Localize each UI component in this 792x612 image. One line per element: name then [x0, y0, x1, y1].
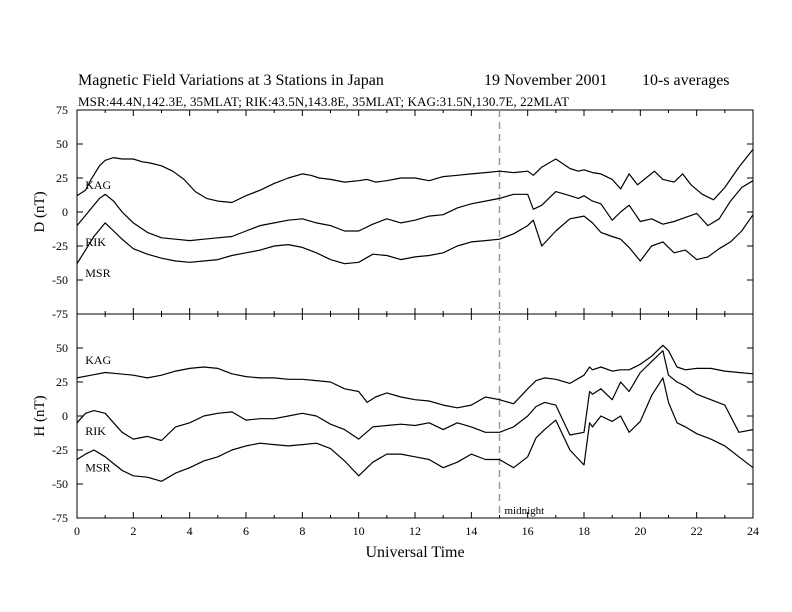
x-tick-label: 24: [747, 524, 759, 538]
series-line-kag-h: [76, 344, 754, 409]
x-tick-label: 6: [243, 524, 249, 538]
y-tick-label: 75: [56, 103, 68, 117]
y-tick-label: 0: [62, 205, 68, 219]
chart-date: 19 November 2001: [484, 72, 608, 89]
x-tick-label: 0: [74, 524, 80, 538]
panel-frame-H: [76, 313, 754, 519]
x-tick-label: 20: [634, 524, 646, 538]
y-tick-label: 25: [56, 171, 68, 185]
y-tick-label: -75: [52, 511, 68, 525]
x-tick-label: 12: [409, 524, 421, 538]
x-tick-label: 22: [691, 524, 703, 538]
x-tick-label: 16: [522, 524, 534, 538]
y-tick-label: 0: [62, 409, 68, 423]
y-tick-label: 50: [56, 137, 68, 151]
y-tick-label: -75: [52, 307, 68, 321]
series-line-rik-h: [76, 350, 754, 442]
x-tick-label: 2: [130, 524, 136, 538]
series-label-rik: RIK: [85, 424, 106, 438]
y-tick-label: -25: [52, 239, 68, 253]
y-tick-label: -25: [52, 443, 68, 457]
station-coordinates: MSR:44.4N,142.3E, 35MLAT; RIK:43.5N,143.…: [78, 94, 570, 109]
series-line-kag-d: [76, 149, 754, 204]
midnight-label: midnight: [505, 505, 545, 517]
y-tick-label: -50: [52, 273, 68, 287]
y-axis-label-D: D (nT): [32, 191, 48, 232]
panel-frame-D: [76, 109, 754, 315]
chart-averaging: 10-s averages: [642, 72, 730, 89]
chart-title: Magnetic Field Variations at 3 Stations …: [78, 72, 384, 89]
series-label-rik: RIK: [85, 235, 106, 249]
x-tick-label: 8: [299, 524, 305, 538]
x-axis-label: Universal Time: [365, 544, 464, 561]
series-label-msr: MSR: [85, 266, 110, 280]
series-label-kag: KAG: [85, 353, 111, 367]
series-line-msr-d: [76, 214, 754, 265]
series-line-rik-d: [76, 180, 754, 242]
x-tick-label: 4: [187, 524, 193, 538]
x-tick-label: 10: [353, 524, 365, 538]
series-label-msr: MSR: [85, 461, 110, 475]
series-line-msr-h: [76, 377, 754, 482]
y-tick-label: -50: [52, 477, 68, 491]
y-axis-label-H: H (nT): [32, 395, 48, 436]
y-tick-label: 25: [56, 375, 68, 389]
x-tick-label: 18: [578, 524, 590, 538]
y-tick-label: 50: [56, 341, 68, 355]
x-tick-label: 14: [465, 524, 477, 538]
series-label-kag: KAG: [85, 178, 111, 192]
